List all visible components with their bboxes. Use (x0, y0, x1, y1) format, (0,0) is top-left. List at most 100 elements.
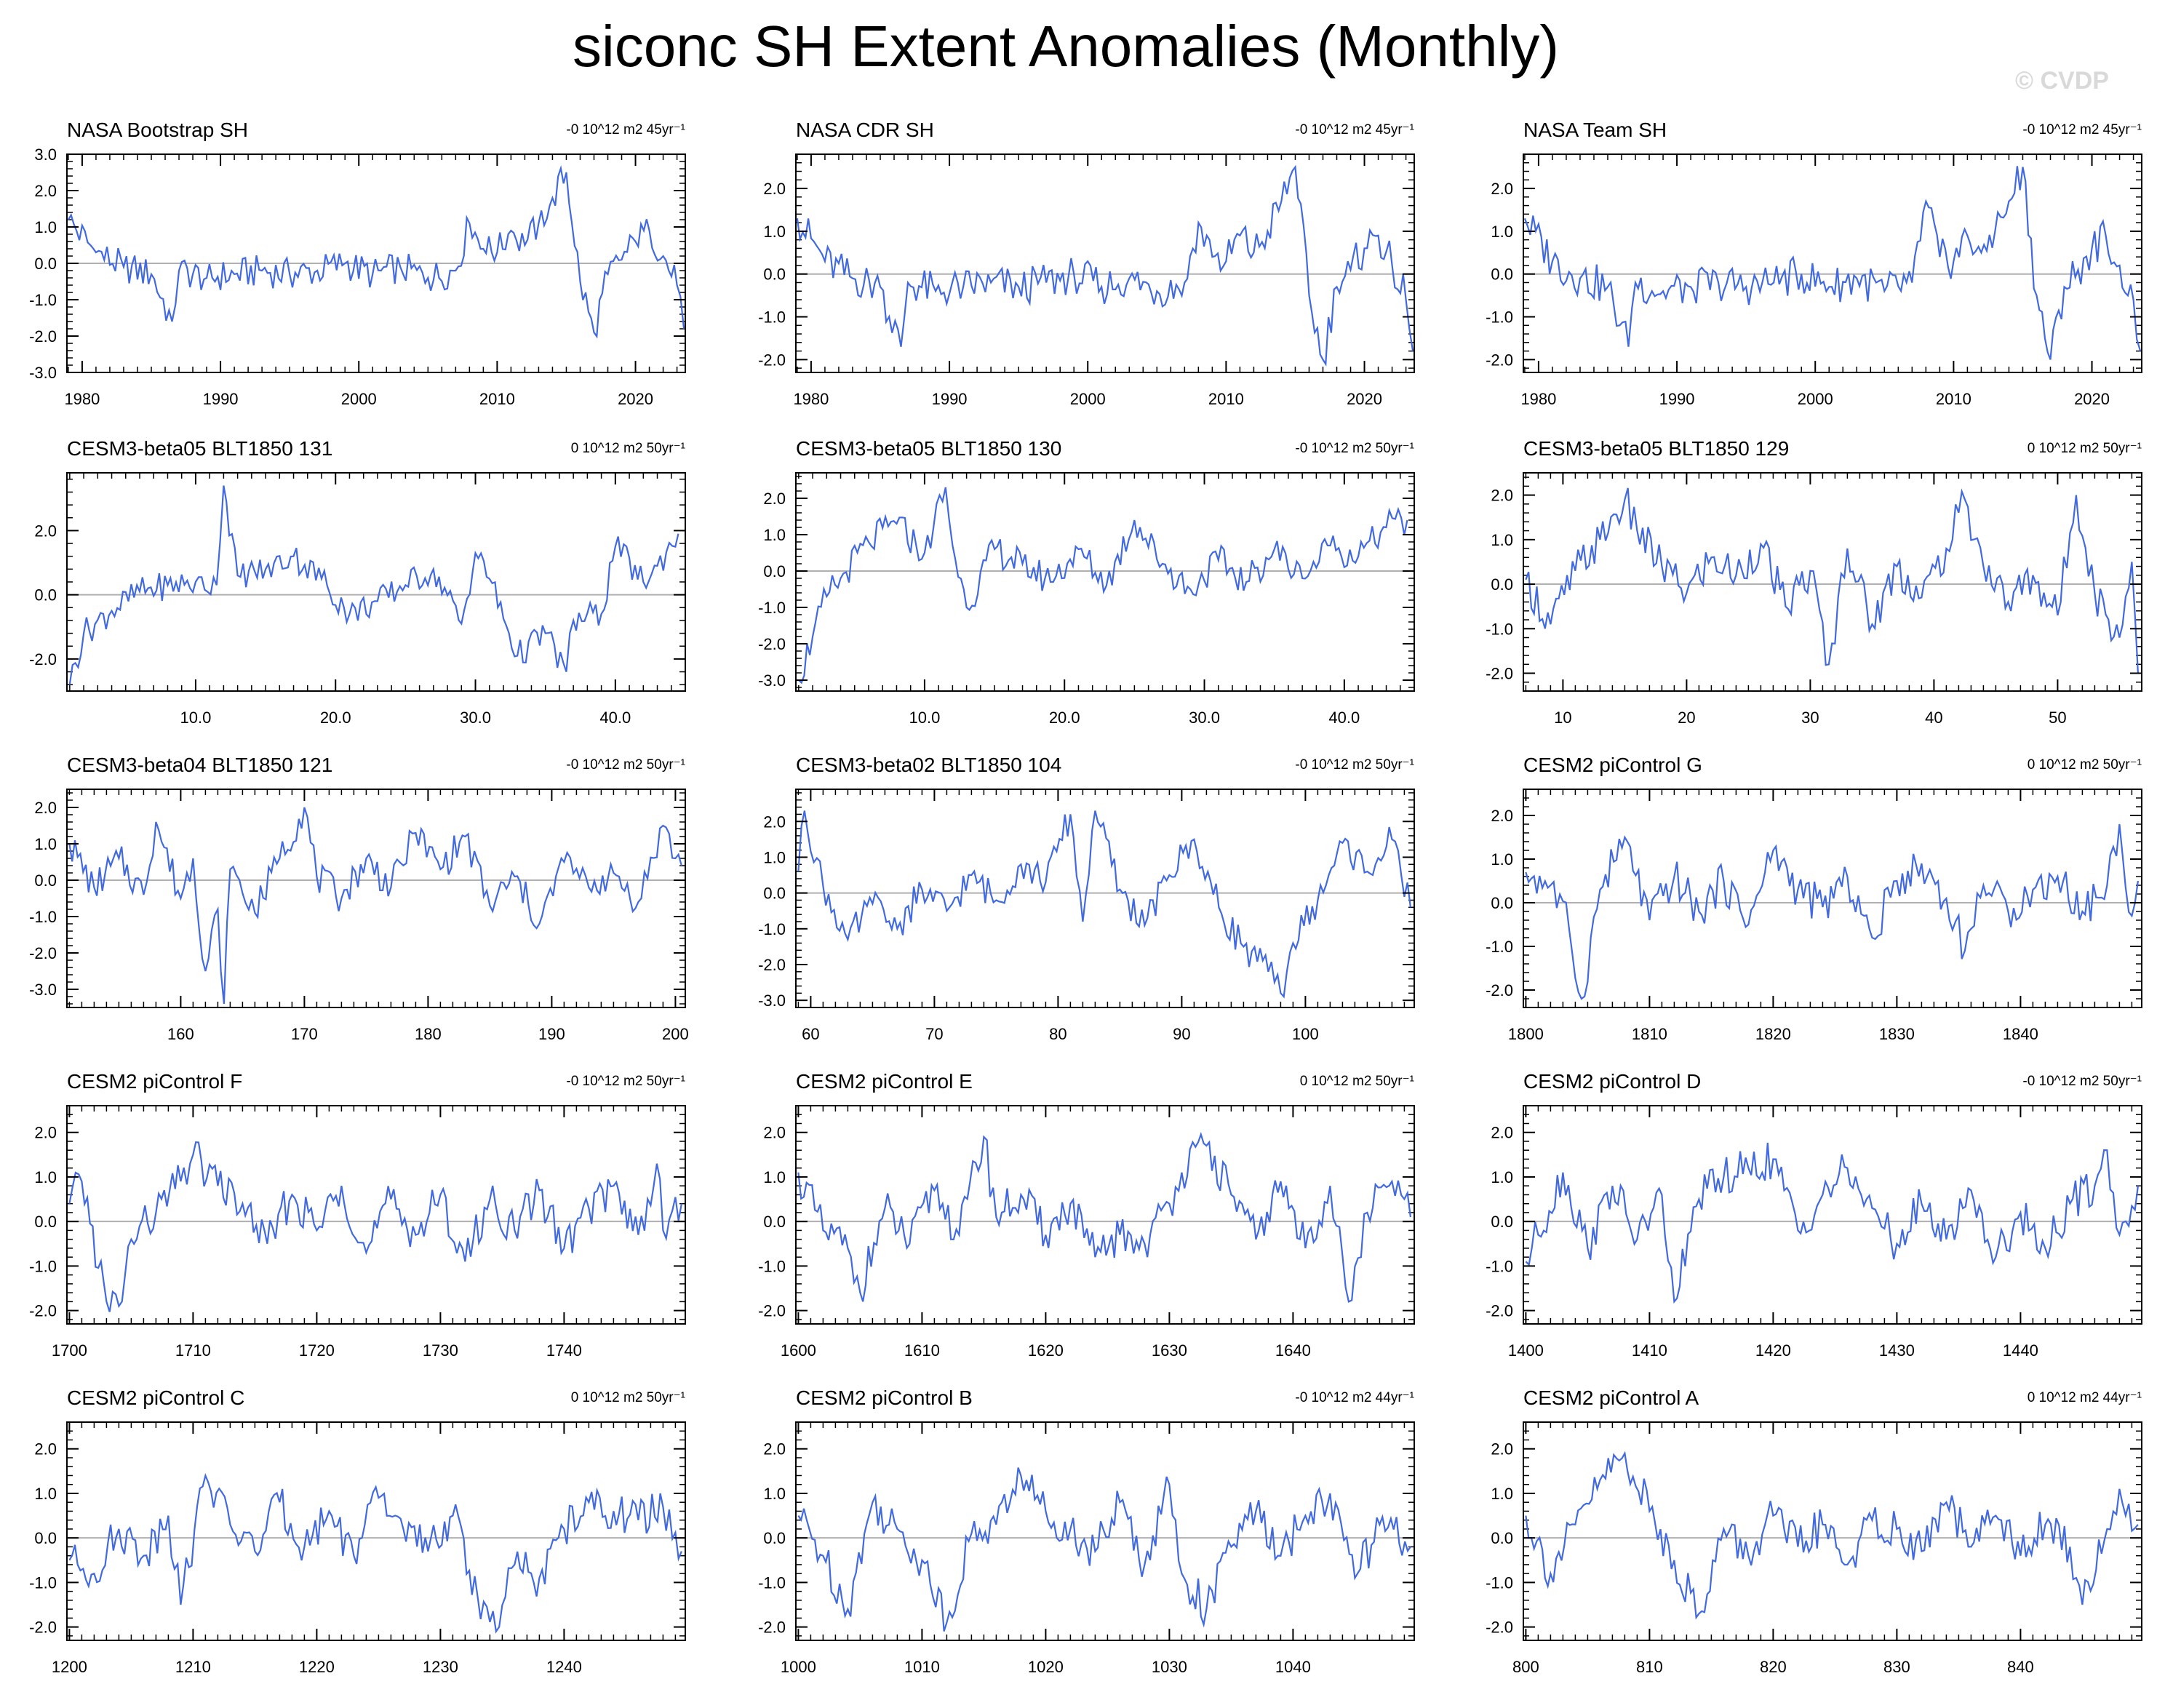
x-tick-label: 70 (925, 1025, 943, 1043)
x-tick-label: 170 (291, 1025, 318, 1043)
x-tick-label: 2010 (1936, 390, 1971, 408)
panel-title: NASA CDR SH (796, 119, 934, 141)
x-tick-label: 100 (1292, 1025, 1319, 1043)
x-tick-label: 830 (1883, 1658, 1910, 1676)
trend-label: 0 10^12 m2 50yr⁻¹ (1300, 1074, 1414, 1089)
anomaly-series-line (68, 485, 679, 685)
x-tick-label: 1700 (52, 1341, 87, 1360)
y-tick-label: -2.0 (29, 944, 57, 962)
panel-title: CESM3-beta05 BLT1850 130 (796, 437, 1061, 460)
x-tick-label: 1610 (904, 1341, 940, 1360)
y-tick-label: 0.0 (34, 586, 57, 604)
y-tick-label: 2.0 (1491, 1440, 1513, 1458)
plot-frame (66, 1421, 686, 1641)
y-tick-label: 0.0 (763, 266, 786, 284)
y-tick-label: 2.0 (763, 490, 786, 508)
x-tick-label: 1410 (1632, 1341, 1667, 1360)
y-tick-label: 2.0 (34, 522, 57, 540)
y-tick-label: 2.0 (763, 813, 786, 831)
panel-title: CESM2 piControl F (67, 1070, 242, 1093)
anomaly-series-line (797, 1467, 1411, 1632)
x-tick-label: 40.0 (599, 709, 631, 727)
y-tick-label: 0.0 (34, 1213, 57, 1231)
panel-3: NASA Team SH -0 10^12 m2 45yr⁻¹ -2.0 -1.0 0.… (1486, 119, 2142, 408)
x-tick-label: 1640 (1275, 1341, 1311, 1360)
plot-frame (795, 472, 1415, 692)
panel-title: CESM2 piControl D (1523, 1070, 1701, 1093)
y-tick-label: 0.0 (1491, 575, 1513, 594)
panel-13: CESM2 piControl C 0 10^12 m2 50yr⁻¹ -2.0 -1… (29, 1386, 686, 1676)
y-tick-label: -1.0 (29, 1257, 57, 1275)
anomaly-series-line (67, 165, 685, 339)
x-tick-label: 1740 (546, 1341, 582, 1360)
x-tick-label: 1200 (52, 1658, 87, 1676)
anomaly-series-line (68, 807, 682, 1005)
y-tick-label: -2.0 (1486, 665, 1513, 683)
panel-10: CESM2 piControl F -0 10^12 m2 50yr⁻¹ -2.0 -… (29, 1070, 686, 1360)
x-tick-label: 1710 (175, 1341, 211, 1360)
y-tick-label: 3.0 (34, 145, 57, 164)
x-tick-label: 1600 (781, 1341, 816, 1360)
x-tick-label: 50 (2049, 709, 2066, 727)
anomaly-series-line (1525, 1142, 2139, 1304)
trend-label: 0 10^12 m2 50yr⁻¹ (2028, 757, 2142, 773)
trend-label: -0 10^12 m2 45yr⁻¹ (2022, 122, 2142, 137)
y-tick-label: -2.0 (1486, 981, 1513, 999)
plot-frame (66, 472, 686, 692)
x-tick-label: 90 (1173, 1025, 1190, 1043)
y-tick-label: 0.0 (763, 1529, 786, 1547)
panel-title: NASA Bootstrap SH (67, 119, 248, 141)
y-tick-label: 2.0 (34, 182, 57, 200)
trend-label: 0 10^12 m2 50yr⁻¹ (571, 441, 685, 456)
trend-label: -0 10^12 m2 50yr⁻¹ (566, 1074, 685, 1089)
x-tick-label: 2010 (1208, 390, 1244, 408)
y-tick-label: -2.0 (758, 1302, 786, 1320)
panel-title: CESM2 piControl A (1523, 1386, 1699, 1409)
x-tick-label: 190 (538, 1025, 565, 1043)
figure-title: siconc SH Extent Anomalies (Monthly) (572, 14, 1560, 79)
anomaly-series-line (797, 810, 1411, 999)
x-tick-label: 20.0 (320, 709, 351, 727)
panel-5: CESM3-beta05 BLT1850 130 -0 10^12 m2 50yr… (758, 437, 1415, 727)
y-tick-label: -1.0 (1486, 308, 1513, 327)
y-tick-label: 1.0 (1491, 531, 1513, 549)
y-tick-label: 0.0 (763, 1213, 786, 1231)
x-tick-label: 1430 (1879, 1341, 1915, 1360)
x-tick-label: 1030 (1152, 1658, 1187, 1676)
panel-title: NASA Team SH (1523, 119, 1667, 141)
panel-14: CESM2 piControl B -0 10^12 m2 44yr⁻¹ -2.0 -… (758, 1386, 1415, 1676)
y-tick-label: 0.0 (1491, 894, 1513, 912)
y-tick-label: -1.0 (1486, 1573, 1513, 1592)
y-tick-label: -2.0 (758, 1619, 786, 1637)
x-tick-label: 30 (1801, 709, 1819, 727)
x-tick-label: 800 (1512, 1658, 1539, 1676)
y-tick-label: -1.0 (29, 1573, 57, 1592)
trend-label: 0 10^12 m2 44yr⁻¹ (2028, 1390, 2142, 1405)
y-tick-label: 2.0 (1491, 807, 1513, 825)
x-tick-label: 1240 (546, 1658, 582, 1676)
anomaly-series-line (68, 1141, 682, 1312)
y-tick-label: -3.0 (758, 991, 786, 1010)
trend-label: -0 10^12 m2 45yr⁻¹ (566, 122, 685, 137)
trend-label: -0 10^12 m2 50yr⁻¹ (1295, 757, 1414, 773)
panel-6: CESM3-beta05 BLT1850 129 0 10^12 m2 50yr⁻… (1486, 437, 2142, 727)
x-tick-label: 30.0 (460, 709, 491, 727)
y-tick-label: -2.0 (29, 650, 57, 669)
x-tick-label: 1980 (64, 390, 100, 408)
x-tick-label: 1630 (1152, 1341, 1187, 1360)
y-tick-label: 0.0 (34, 255, 57, 273)
x-tick-label: 10 (1554, 709, 1571, 727)
x-tick-label: 2000 (1798, 390, 1833, 408)
y-tick-label: 1.0 (1491, 850, 1513, 869)
x-tick-label: 820 (1760, 1658, 1787, 1676)
y-tick-label: 2.0 (763, 1440, 786, 1458)
y-tick-label: -1.0 (758, 308, 786, 327)
x-tick-label: 60 (802, 1025, 819, 1043)
x-tick-label: 1820 (1755, 1025, 1791, 1043)
x-tick-label: 2000 (341, 390, 377, 408)
plot-frame (1523, 472, 2142, 692)
x-tick-label: 1010 (904, 1658, 940, 1676)
x-tick-label: 1990 (203, 390, 239, 408)
x-tick-label: 1400 (1508, 1341, 1544, 1360)
